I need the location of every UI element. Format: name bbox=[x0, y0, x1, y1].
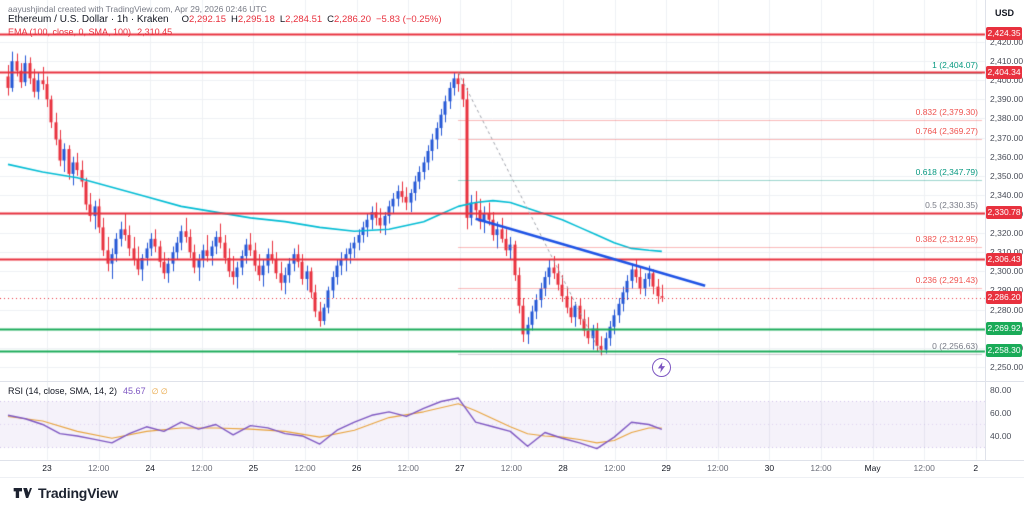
low-label: L bbox=[279, 14, 286, 25]
price-axis-border bbox=[985, 0, 986, 460]
tradingview-logo[interactable]: TradingView bbox=[12, 483, 118, 503]
ema-legend-value: 2,310.45 bbox=[137, 27, 173, 37]
high-value: 2,295.18 bbox=[237, 14, 275, 25]
currency-label[interactable]: USD bbox=[994, 8, 1014, 18]
rsi-legend-extra: ∅ ∅ bbox=[151, 387, 168, 396]
close-label: C bbox=[327, 14, 335, 25]
close-value: 2,286.20 bbox=[334, 14, 371, 25]
symbol-legend[interactable]: Ethereum / U.S. Dollar · 1h · Kraken O2,2… bbox=[8, 14, 442, 25]
high-label: H bbox=[231, 14, 238, 25]
change-value: −5.83 (−0.25%) bbox=[376, 14, 442, 25]
ema-legend-title: EMA (100, close, 0, SMA, 100) bbox=[8, 27, 132, 37]
price-axis[interactable] bbox=[985, 0, 1024, 460]
lightning-sticker[interactable] bbox=[652, 358, 671, 377]
tradingview-logo-icon bbox=[13, 488, 32, 498]
rsi-legend-title: RSI (14, close, SMA, 14, 2) bbox=[8, 386, 118, 396]
tradingview-logo-text: TradingView bbox=[38, 485, 119, 501]
low-value: 2,284.51 bbox=[285, 14, 323, 25]
time-axis[interactable] bbox=[0, 461, 985, 478]
ema-legend[interactable]: EMA (100, close, 0, SMA, 100) 2,310.45 bbox=[8, 27, 172, 37]
open-label: O bbox=[181, 14, 190, 25]
symbol-title[interactable]: Ethereum / U.S. Dollar · 1h · Kraken bbox=[8, 14, 169, 25]
rsi-legend-value: 45.67 bbox=[123, 386, 146, 396]
footer-divider bbox=[0, 477, 1024, 478]
time-axis-border bbox=[0, 460, 1024, 461]
lightning-icon bbox=[657, 362, 666, 373]
open-value: 2,292.15 bbox=[189, 14, 226, 25]
pane-divider[interactable] bbox=[0, 381, 1024, 382]
rsi-legend[interactable]: RSI (14, close, SMA, 14, 2) 45.67 ∅ ∅ bbox=[8, 386, 168, 396]
watermark: aayushjindal created with TradingView.co… bbox=[8, 4, 267, 14]
